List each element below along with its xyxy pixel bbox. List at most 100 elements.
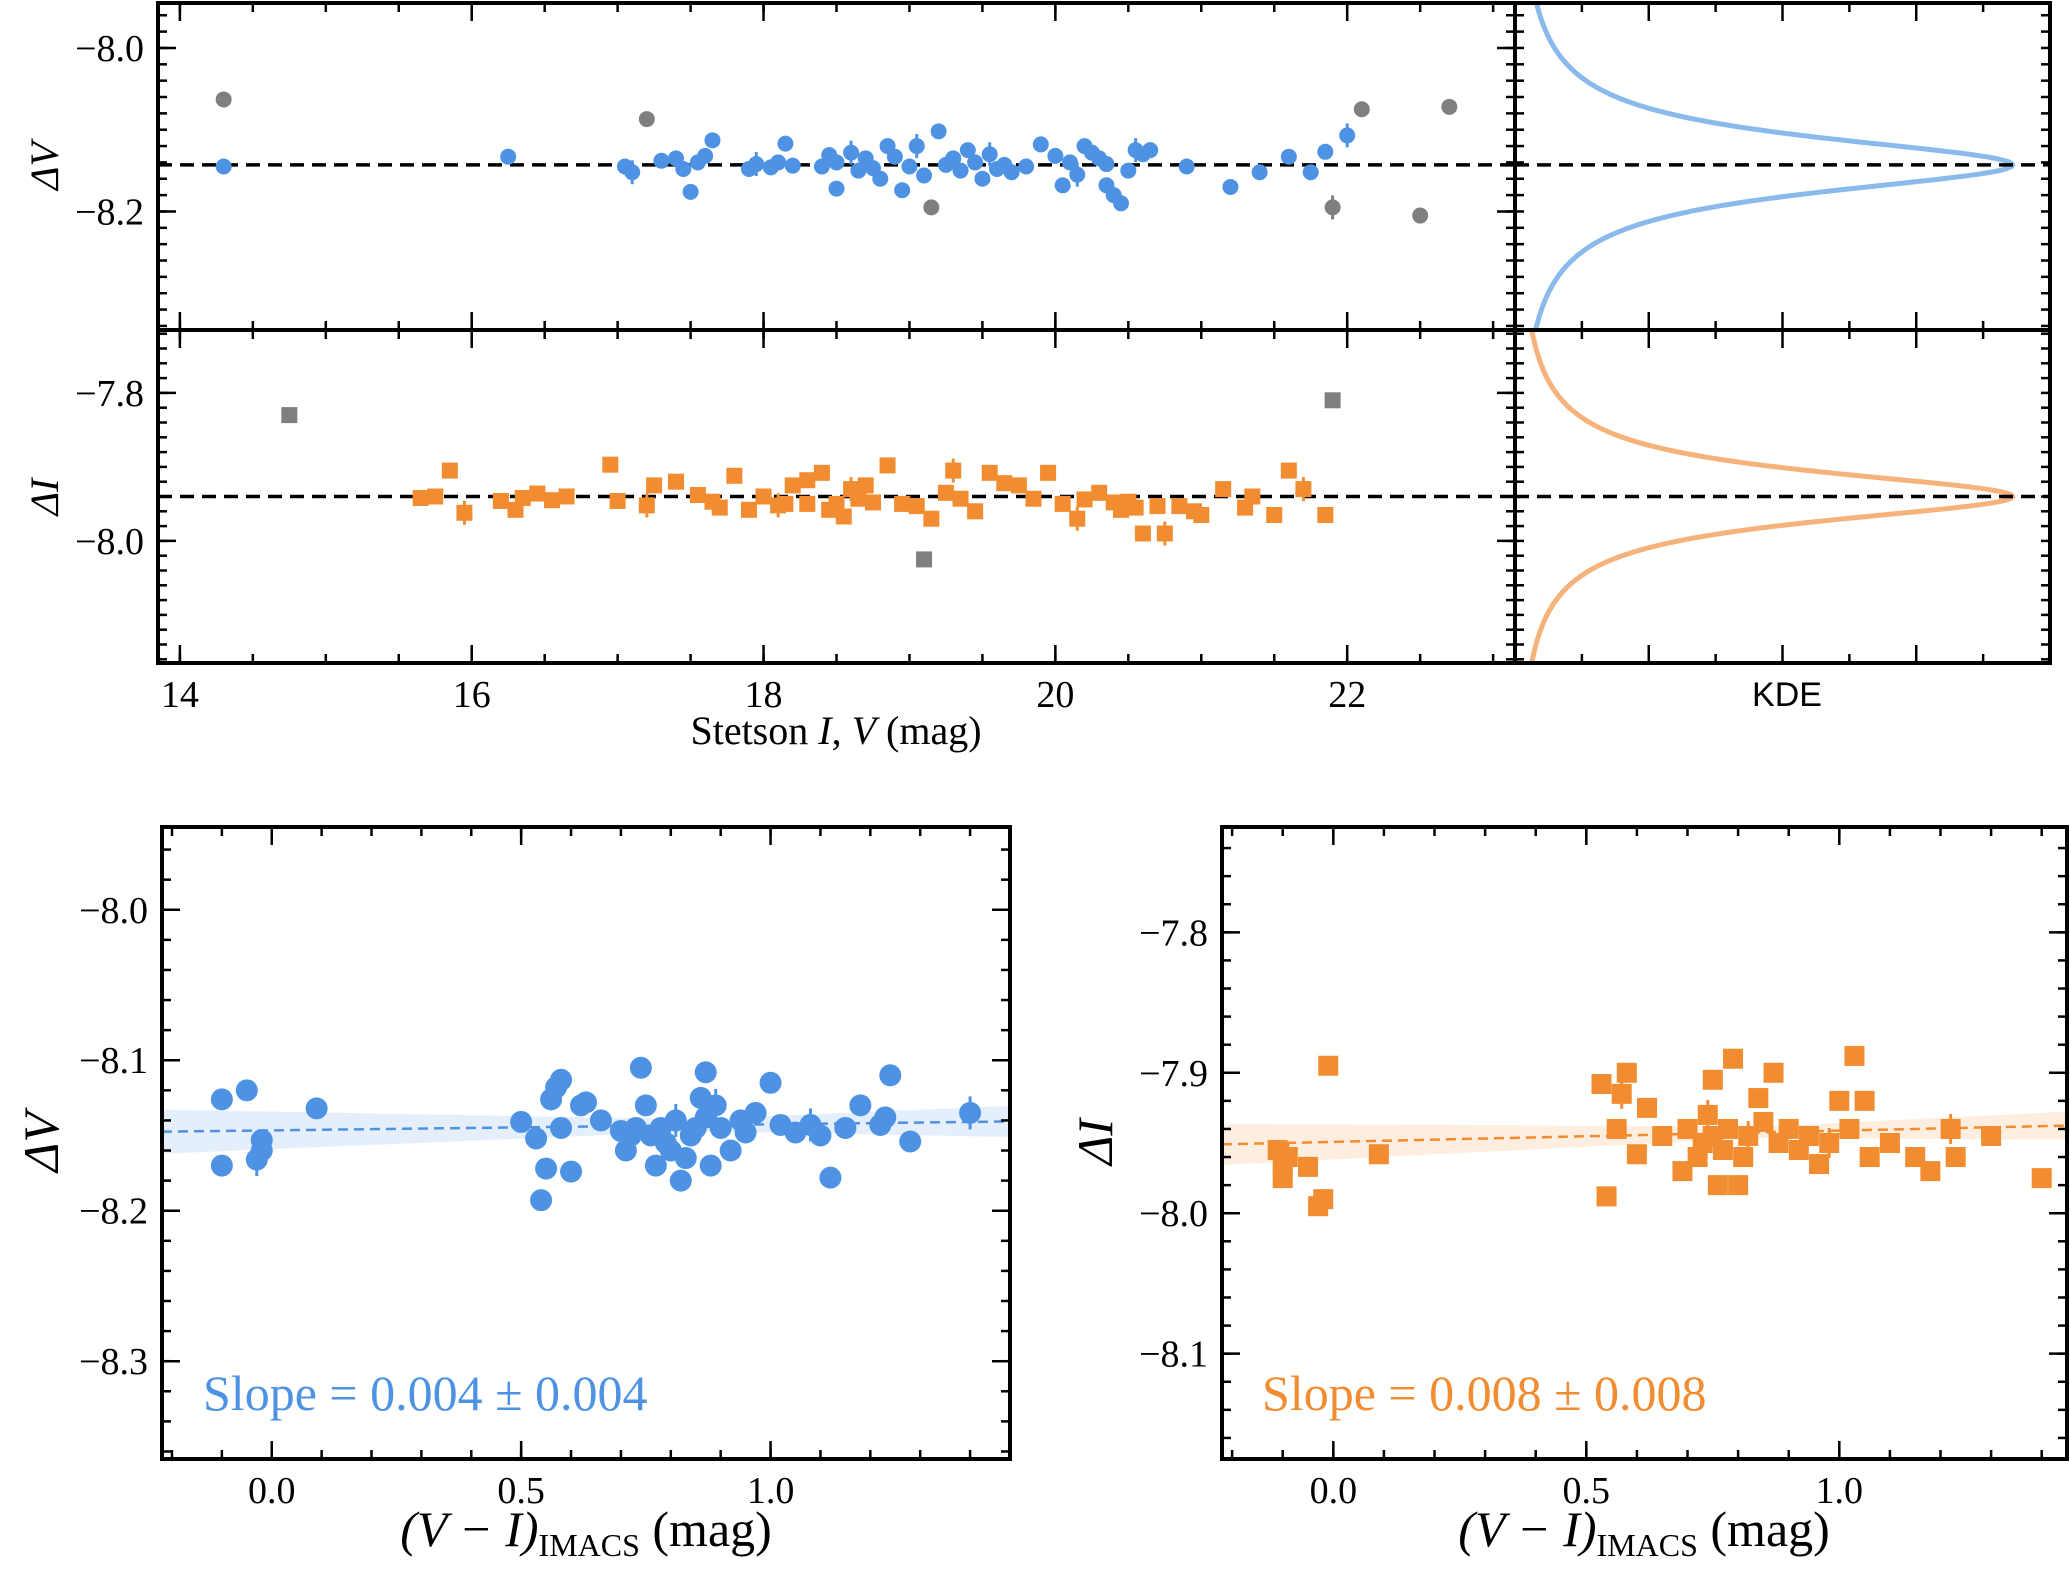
panel-bottom-right: −7.8 −7.9 −8.0 −8.1 0.0 0.5 1.0 ΔI (V − I)IMAC… <box>1067 825 2069 1563</box>
bottom-left-fit-band <box>162 1106 1010 1154</box>
bottom-left-point <box>874 1106 897 1129</box>
top-dv-point <box>1251 164 1268 181</box>
mid-di-point <box>945 462 962 479</box>
top-kde-marks <box>1515 3 2050 330</box>
bottom-right-ylabel: ΔI <box>1067 1117 1123 1167</box>
bottom-right-point <box>1879 1133 1900 1153</box>
mid-di-point <box>514 489 531 506</box>
bottom-right-frame <box>1220 825 2069 1461</box>
bottom-right-point <box>1920 1161 1941 1182</box>
bottom-left-point <box>210 1154 233 1177</box>
bottom-right-point <box>1905 1147 1926 1168</box>
mid-di-point <box>755 488 772 505</box>
mid-di-point <box>1171 498 1188 515</box>
mid-di-point <box>850 490 867 507</box>
mid-di-point <box>784 477 801 494</box>
bottom-right-point <box>1611 1083 1632 1104</box>
bottom-left-xtick-label: 1.0 <box>747 1470 795 1512</box>
top-dv-point <box>967 154 984 171</box>
bottom-right-point <box>1854 1090 1875 1111</box>
bottom-right-xlabel: (V − I)IMACS (mag) <box>1458 1501 1830 1563</box>
mid-di-point <box>441 462 458 479</box>
mid-di-point <box>1010 477 1027 494</box>
bottom-right-fit-line <box>1222 1124 2067 1146</box>
bottom-right-point <box>1677 1118 1698 1139</box>
bottom-right-point <box>1717 1118 1738 1139</box>
top-dv-point <box>770 154 787 171</box>
bottom-left-ytick-label: −8.1 <box>79 1040 148 1082</box>
top-dv-point <box>850 162 867 179</box>
top-dv-point <box>1098 156 1115 173</box>
panel-mid-kde: KDE <box>1513 328 2052 714</box>
bottom-left-point <box>694 1061 717 1084</box>
bottom-right-point <box>1809 1154 1830 1175</box>
bottom-left-point <box>704 1094 727 1117</box>
bottom-right-point <box>1819 1133 1840 1153</box>
bottom-left-point <box>550 1116 573 1139</box>
bottom-left-point <box>210 1088 233 1111</box>
mid-di-point <box>602 456 619 473</box>
bottom-right-point <box>1697 1104 1718 1125</box>
panel-top-dv: −8.0 −8.2 ΔV <box>22 1 1517 332</box>
top-dv-point <box>1339 127 1356 144</box>
mid-di-point <box>777 495 794 512</box>
bottom-left-point <box>959 1101 982 1124</box>
mid-di-point <box>828 495 845 512</box>
top-dv-point <box>1280 148 1297 165</box>
bottom-left-ytick-label: −8.2 <box>79 1191 148 1233</box>
mid-di-point <box>981 464 998 481</box>
bottom-left-point <box>744 1101 767 1124</box>
bottom-left-ylabel: ΔV <box>13 1107 69 1174</box>
mid-di-point <box>1280 462 1297 479</box>
bottom-right-point <box>1272 1168 1293 1189</box>
top-dv-point <box>1018 158 1035 175</box>
bottom-right-point <box>1652 1125 1673 1146</box>
mid-di-point <box>1054 495 1071 512</box>
bottom-right-point <box>1738 1125 1759 1146</box>
mid-di-point <box>923 510 940 527</box>
bottom-left-point <box>629 1056 652 1079</box>
mid-di-xtick-label: 22 <box>1328 674 1366 716</box>
mid-di-point <box>967 503 984 520</box>
top-dv-point <box>653 152 670 169</box>
top-dv-point <box>1069 166 1086 183</box>
top-dv-point <box>1120 162 1137 179</box>
bottom-right-point <box>1844 1045 1865 1066</box>
bottom-left-xlabel: (V − I)IMACS (mag) <box>400 1501 772 1563</box>
bottom-left-slope-annotation: Slope = 0.004 ± 0.004 <box>203 1365 648 1421</box>
top-dv-point <box>1003 164 1020 181</box>
bottom-right-point <box>1277 1147 1298 1168</box>
mid-kde-marks <box>1515 330 2050 663</box>
mid-di-point <box>1193 507 1210 523</box>
top-dv-point <box>1317 143 1334 160</box>
bottom-left-point <box>849 1094 872 1117</box>
bottom-right-point <box>1672 1161 1693 1182</box>
mid-di-point <box>689 487 706 504</box>
top-dv-point <box>704 132 721 149</box>
mid-di-point <box>857 477 874 494</box>
mid-di-point <box>667 473 684 490</box>
bottom-right-axes: −7.8 −7.9 −8.0 −8.1 0.0 0.5 1.0 <box>1139 825 2069 1512</box>
bottom-left-point <box>899 1130 922 1153</box>
bottom-left-point <box>834 1116 857 1139</box>
kde-xlabel: KDE <box>1752 676 1822 714</box>
bottom-left-point <box>510 1110 533 1133</box>
mid-di-point <box>799 472 816 489</box>
mid-di-point <box>1295 481 1312 498</box>
top-dv-point <box>930 123 947 140</box>
mid-di-ytick-label: −7.8 <box>75 373 144 415</box>
bottom-left-point <box>819 1166 842 1189</box>
top-dv-point <box>748 156 765 173</box>
bottom-right-point <box>1637 1097 1658 1118</box>
mid-di-point <box>1266 507 1283 523</box>
bottom-right-ytick-label: −8.0 <box>1139 1193 1208 1235</box>
mid-di-point <box>864 494 881 511</box>
mid-di-ytick-label: −8.0 <box>75 521 144 563</box>
top-dv-point <box>1302 164 1319 181</box>
bottom-left-point <box>879 1064 902 1087</box>
top-dv-point <box>1054 177 1071 194</box>
bottom-left-point <box>719 1139 742 1162</box>
top-dv-point <box>828 154 845 171</box>
top-dv-point <box>828 180 845 197</box>
